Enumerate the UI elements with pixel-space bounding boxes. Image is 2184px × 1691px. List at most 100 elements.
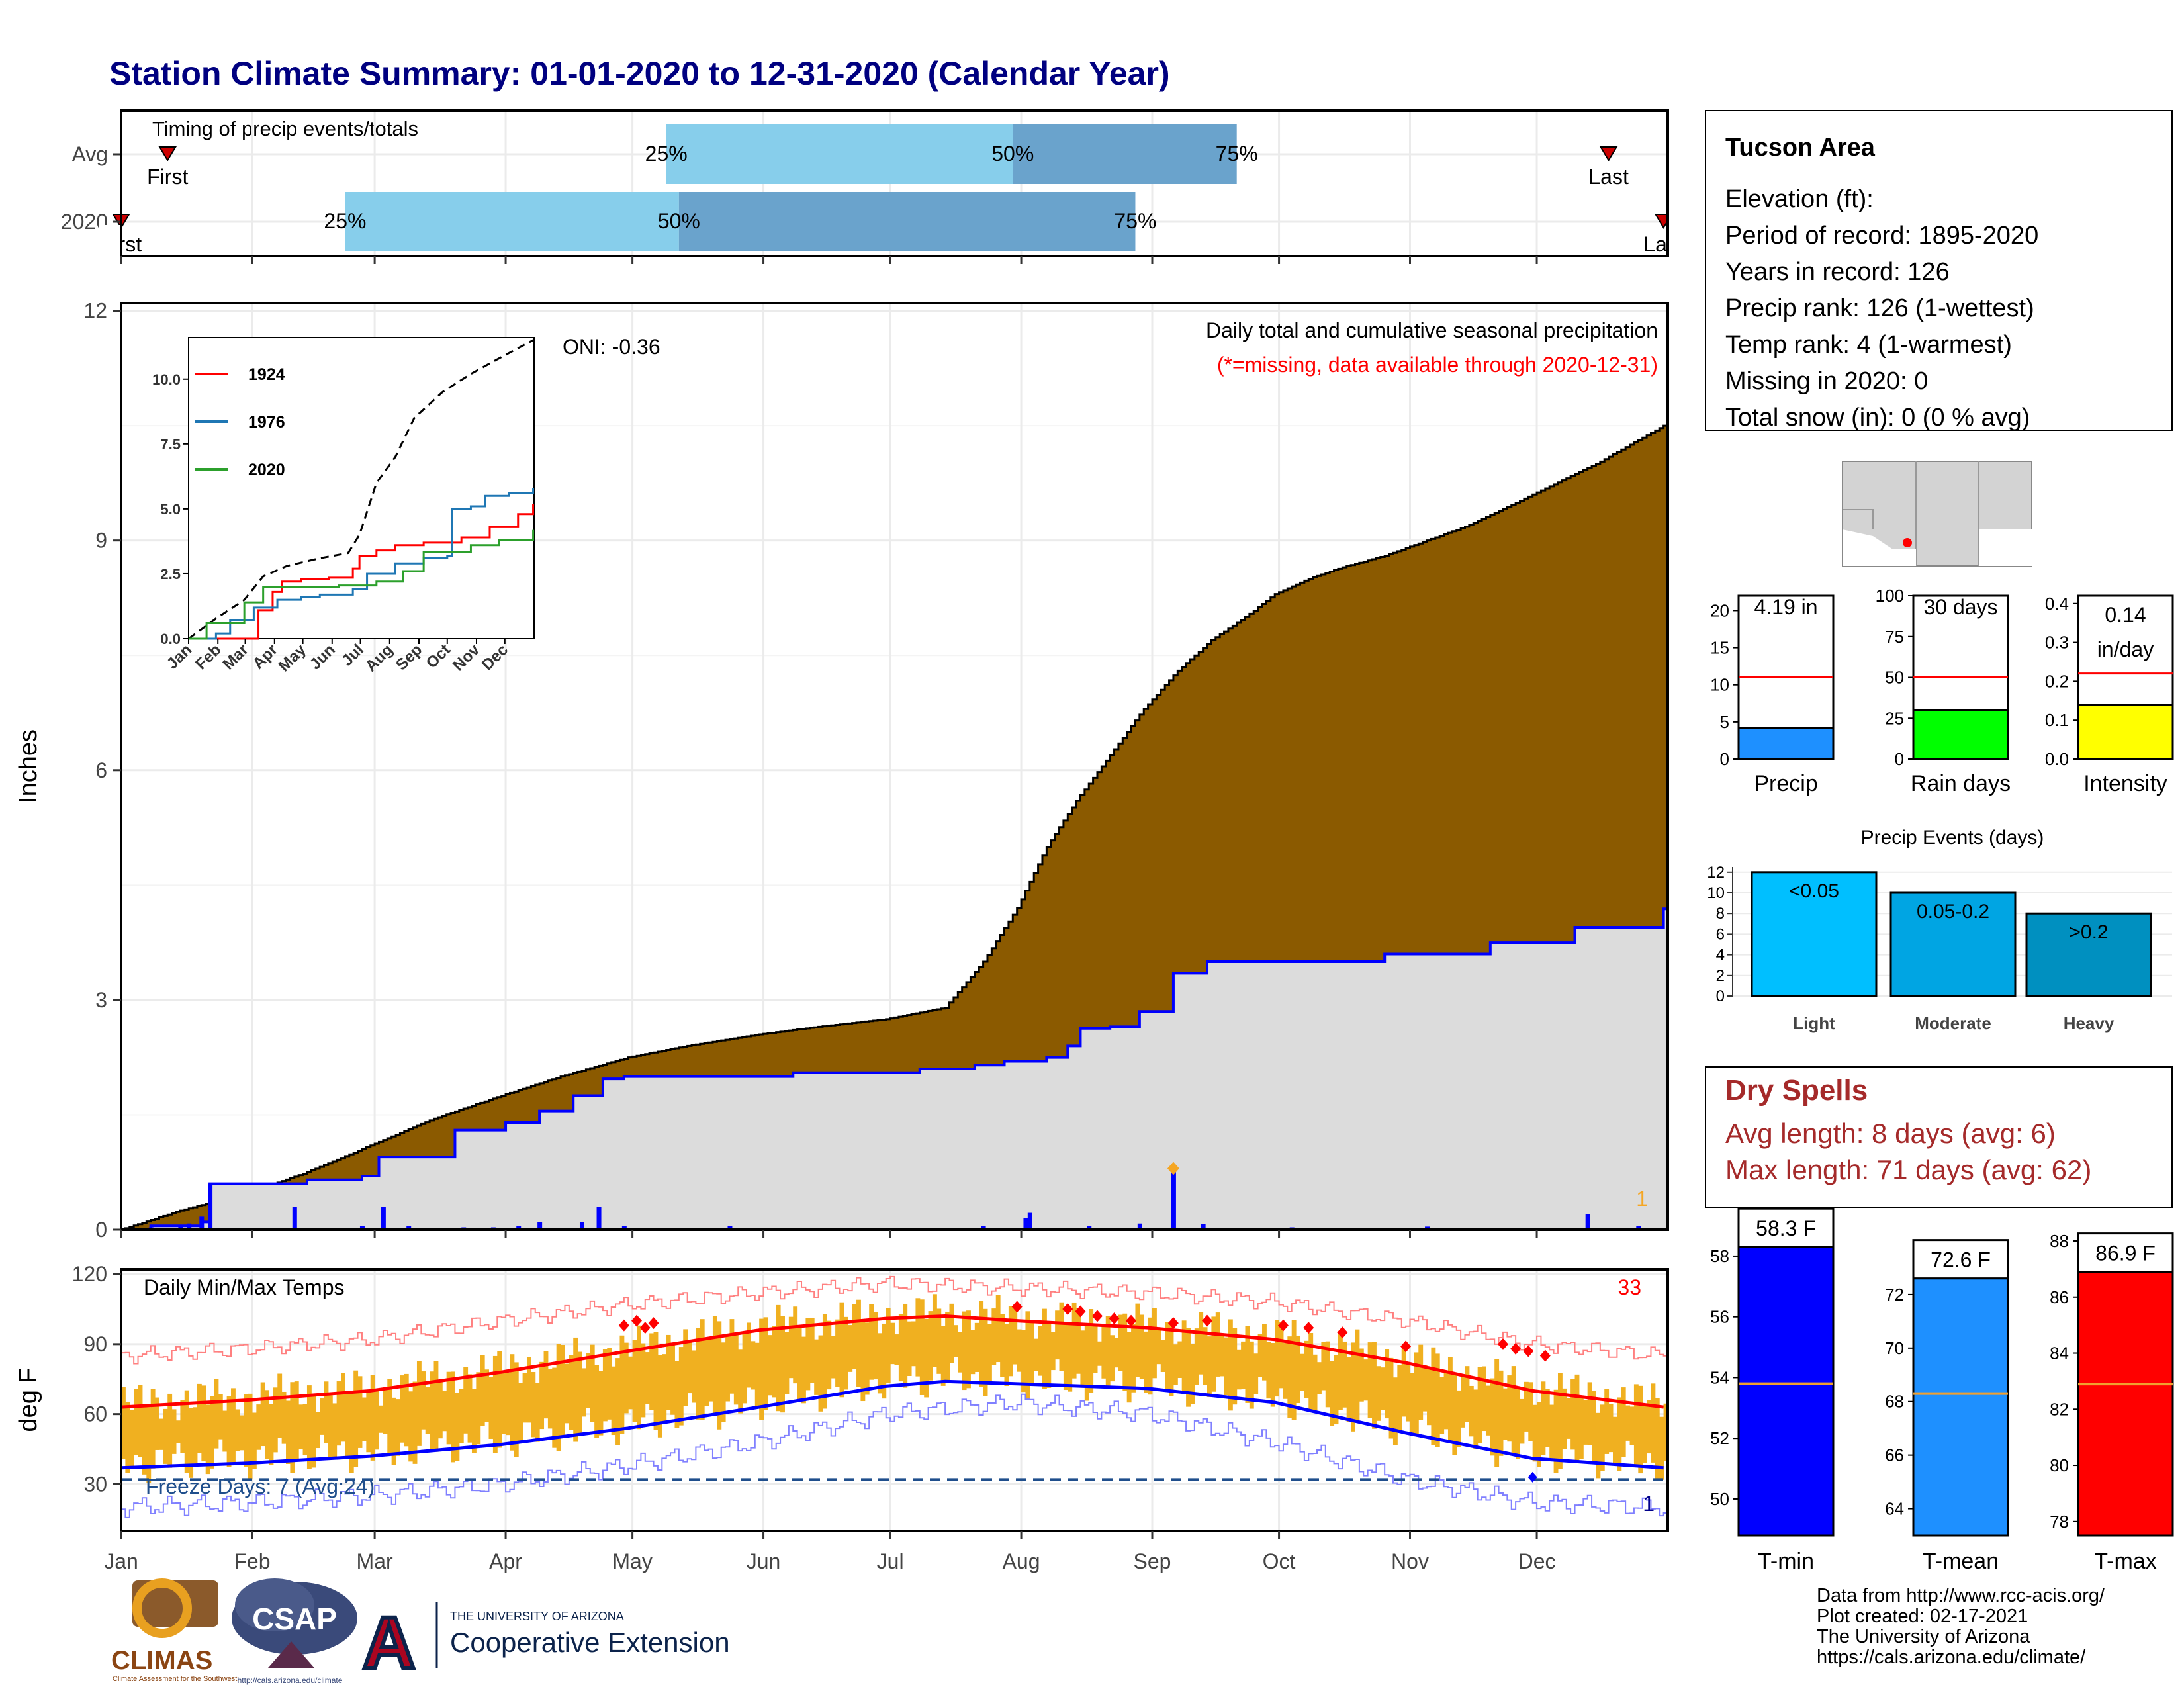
daily-temp-bar bbox=[1592, 1391, 1596, 1464]
daily-precip-bar bbox=[1636, 1226, 1641, 1230]
daily-temp-bar bbox=[1122, 1313, 1128, 1391]
daily-temp-bar bbox=[239, 1415, 244, 1451]
daily-temp-bar bbox=[1617, 1397, 1622, 1471]
station-location-dot bbox=[1903, 538, 1912, 547]
daily-temp-bar bbox=[1647, 1400, 1651, 1454]
daily-temp-bar bbox=[1410, 1373, 1415, 1436]
daily-temp-bar bbox=[383, 1388, 388, 1434]
daily-temp-bar bbox=[1105, 1316, 1111, 1390]
daily-temp-bar bbox=[1638, 1385, 1643, 1474]
daily-temp-bar bbox=[412, 1381, 418, 1464]
daily-temp-bar bbox=[1139, 1314, 1144, 1379]
daily-temp-bar bbox=[1351, 1342, 1355, 1432]
daily-precip-bar bbox=[1585, 1214, 1590, 1230]
daily-temp-bar bbox=[1570, 1379, 1576, 1450]
temp-y-tick-label: 90 bbox=[83, 1332, 107, 1356]
temp-y-tick-label: 120 bbox=[72, 1262, 107, 1286]
temp-bar-label: T-mean bbox=[1923, 1549, 1999, 1574]
temp-bar-tick-label: 50 bbox=[1710, 1489, 1729, 1509]
month-tick-label: Apr bbox=[489, 1549, 522, 1573]
temp-bar-tick-label: 88 bbox=[2050, 1231, 2069, 1251]
station-line: Period of record: 1895-2020 bbox=[1725, 222, 2038, 250]
daily-temp-bar bbox=[1304, 1340, 1309, 1398]
daily-temp-bar bbox=[1068, 1322, 1073, 1392]
daily-temp-bar bbox=[1511, 1366, 1516, 1456]
daily-temp-bar bbox=[1253, 1353, 1259, 1394]
daily-temp-bar bbox=[1194, 1328, 1199, 1385]
daily-temp-bar bbox=[747, 1322, 751, 1388]
daily-temp-bar bbox=[451, 1371, 455, 1463]
daily-temp-bar bbox=[552, 1367, 557, 1448]
daily-temp-bar bbox=[1494, 1359, 1500, 1467]
daily-precip-bar bbox=[199, 1216, 205, 1230]
daily-temp-bar bbox=[674, 1360, 680, 1428]
daily-precip-bar bbox=[178, 1226, 183, 1230]
daily-temp-bar bbox=[408, 1391, 414, 1462]
daily-temp-bar bbox=[260, 1382, 265, 1447]
daily-temp-bar bbox=[1633, 1384, 1639, 1465]
daily-temp-bar bbox=[683, 1329, 688, 1406]
daily-temp-bar bbox=[226, 1396, 232, 1467]
daily-temp-bar bbox=[518, 1383, 523, 1442]
daily-temp-bar bbox=[1359, 1348, 1364, 1402]
daily-temp-bar bbox=[1203, 1327, 1208, 1385]
daily-temp-bar bbox=[637, 1325, 641, 1430]
daily-temp-bar bbox=[666, 1334, 671, 1410]
daily-temp-bar bbox=[180, 1400, 185, 1453]
daily-temp-bar bbox=[1456, 1390, 1461, 1447]
daily-temp-bar bbox=[1376, 1366, 1381, 1421]
daily-temp-bar bbox=[463, 1367, 469, 1434]
timing-last-marker bbox=[1599, 146, 1618, 161]
daily-temp-bar bbox=[561, 1344, 565, 1436]
station-line: Years in record: 126 bbox=[1725, 258, 1950, 286]
temp-y-tick-label: 30 bbox=[83, 1472, 107, 1496]
month-tick-label: Aug bbox=[1003, 1549, 1040, 1573]
events-bar-value: 0.05-0.2 bbox=[1917, 901, 1989, 923]
daily-temp-bar bbox=[653, 1332, 659, 1430]
daily-temp-bar bbox=[1334, 1355, 1339, 1425]
events-bar-value: <0.05 bbox=[1789, 880, 1839, 902]
daily-temp-bar bbox=[248, 1393, 253, 1480]
timing-quantile-label: 75% bbox=[1216, 142, 1258, 165]
daily-temp-bar bbox=[1232, 1328, 1238, 1405]
daily-temp-bar bbox=[543, 1351, 549, 1419]
daily-precip-bar bbox=[727, 1226, 733, 1230]
daily-precip-bar bbox=[208, 1183, 213, 1230]
gauge-tick-label: 0.0 bbox=[2045, 749, 2069, 769]
daily-temp-bar bbox=[852, 1304, 857, 1369]
daily-temp-bar bbox=[1663, 1403, 1668, 1461]
timing-frame-top bbox=[120, 109, 1669, 257]
daily-temp-bar bbox=[391, 1397, 396, 1465]
daily-precip-bar bbox=[516, 1226, 522, 1230]
historical-inset: 1924197620200.02.55.07.510.0JanFebMarApr… bbox=[152, 337, 535, 675]
inset-series-s2020 bbox=[189, 529, 535, 640]
daily-temp-bar bbox=[251, 1412, 257, 1469]
daily-temp-bar bbox=[514, 1362, 519, 1457]
daily-temp-bar bbox=[945, 1311, 950, 1381]
timing-quantile-label: 25% bbox=[645, 142, 688, 165]
precip-y-tick-label: 0 bbox=[95, 1218, 107, 1242]
daily-temp-bar bbox=[370, 1375, 375, 1461]
daily-temp-bar bbox=[1557, 1373, 1563, 1469]
temp-bar-tick-label: 54 bbox=[1710, 1367, 1729, 1387]
credits: Data from http://www.rcc-acis.org/ Plot … bbox=[1817, 1585, 2105, 1668]
record-high-marker bbox=[1277, 1319, 1289, 1332]
daily-precip-bar bbox=[1023, 1218, 1028, 1230]
station-info-box: Tucson Area Elevation (ft): Period of re… bbox=[1705, 110, 2173, 432]
daily-temp-bar bbox=[1363, 1359, 1369, 1401]
record-high-marker bbox=[1062, 1303, 1073, 1315]
precip-y-label: Inches bbox=[15, 729, 42, 803]
month-tick-label: Jun bbox=[747, 1549, 781, 1573]
credit-line: The University of Arizona bbox=[1817, 1626, 2030, 1647]
daily-precip-bars bbox=[148, 1162, 1641, 1230]
daily-temp-bar bbox=[1651, 1383, 1656, 1463]
daily-temp-bar bbox=[1427, 1367, 1432, 1426]
gauge-label: Precip bbox=[1754, 771, 1817, 796]
daily-precip-bar bbox=[1201, 1224, 1206, 1230]
daily-temp-bar bbox=[611, 1366, 616, 1436]
daily-temp-bar bbox=[602, 1349, 608, 1422]
daily-temp-bar bbox=[1397, 1365, 1402, 1432]
daily-temp-bar bbox=[1502, 1388, 1508, 1440]
daily-temp-bar bbox=[1596, 1412, 1601, 1479]
daily-temp-bar bbox=[1241, 1341, 1246, 1389]
